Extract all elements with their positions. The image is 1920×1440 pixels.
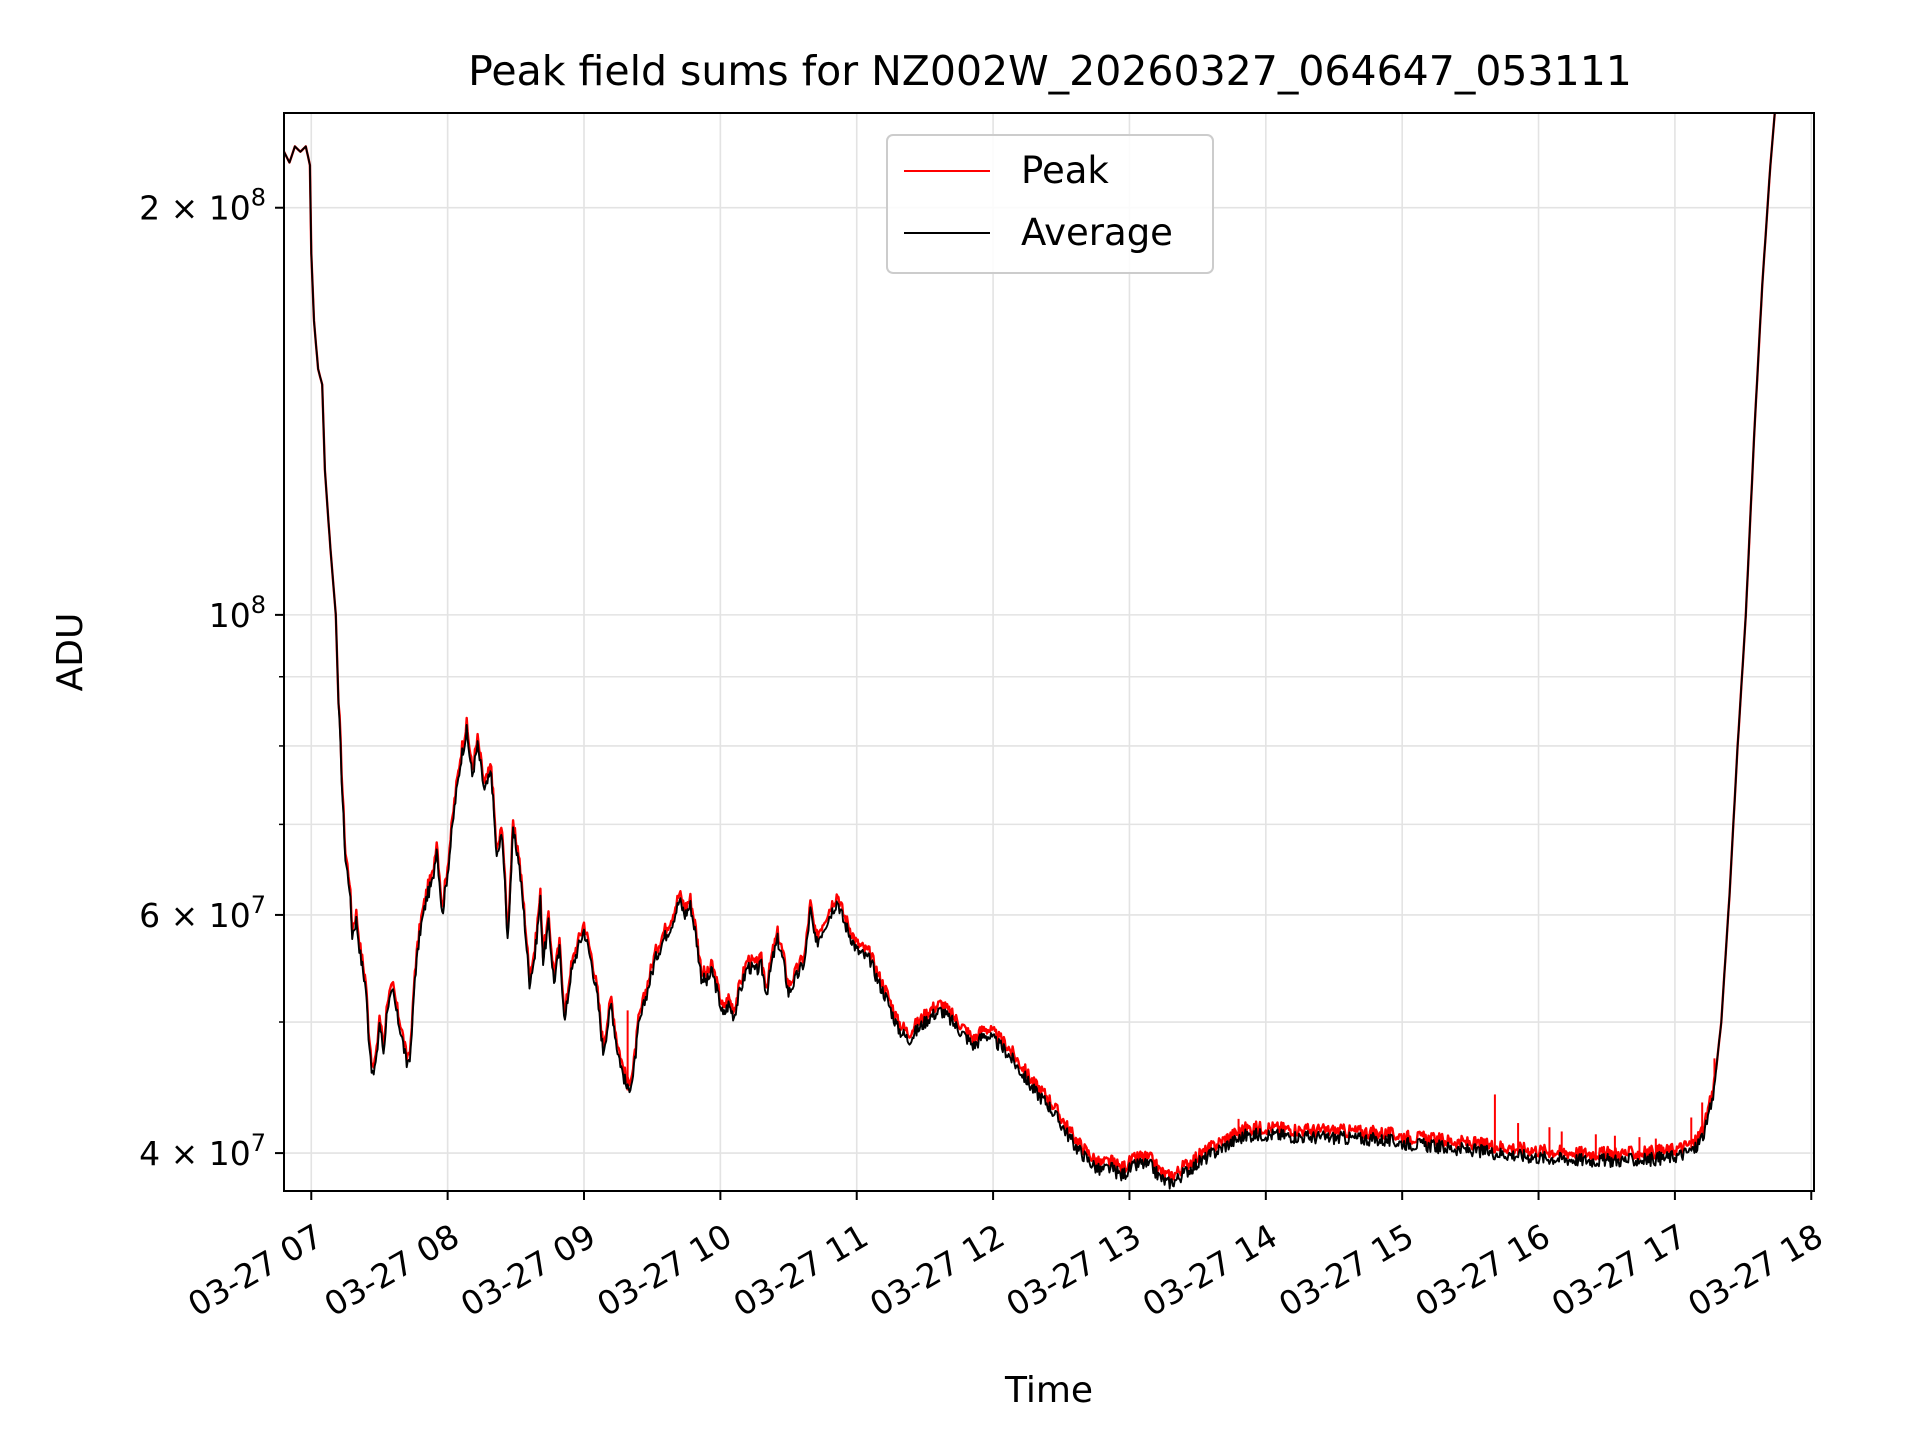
plot-frame [283,112,1815,1192]
y-tick-mantissa: 4 [139,1134,160,1173]
y-tick-label: 4 × 107 [139,1129,266,1173]
legend-label-average: Average [1021,211,1173,254]
y-tick-exponent: 7 [251,891,266,919]
y-tick-label: 108 [209,591,266,635]
series-line-average [284,113,1776,1190]
legend: Peak Average [886,134,1214,274]
legend-label-peak: Peak [1021,149,1109,192]
series-layer [284,113,1776,1190]
y-tick-exponent: 8 [251,591,266,619]
y-axis: 4 × 107 6 × 107 108 2 × 108 [139,184,284,1173]
peak-spikes [626,1010,1716,1161]
y-tick-mantissa: 6 [139,896,160,935]
chart-title: Peak field sums for NZ002W_20260327_0646… [468,47,1632,95]
y-tick-mantissa: 2 [139,189,160,228]
x-axis-label: Time [1004,1370,1093,1411]
legend-box [886,134,1214,274]
grid [284,113,1814,1191]
y-tick-exponent: 7 [251,1129,266,1157]
y-tick-label: 2 × 108 [139,184,266,228]
y-tick-exponent: 8 [251,184,266,212]
y-tick-label: 6 × 107 [139,891,266,935]
y-axis-label: ADU [50,613,91,692]
